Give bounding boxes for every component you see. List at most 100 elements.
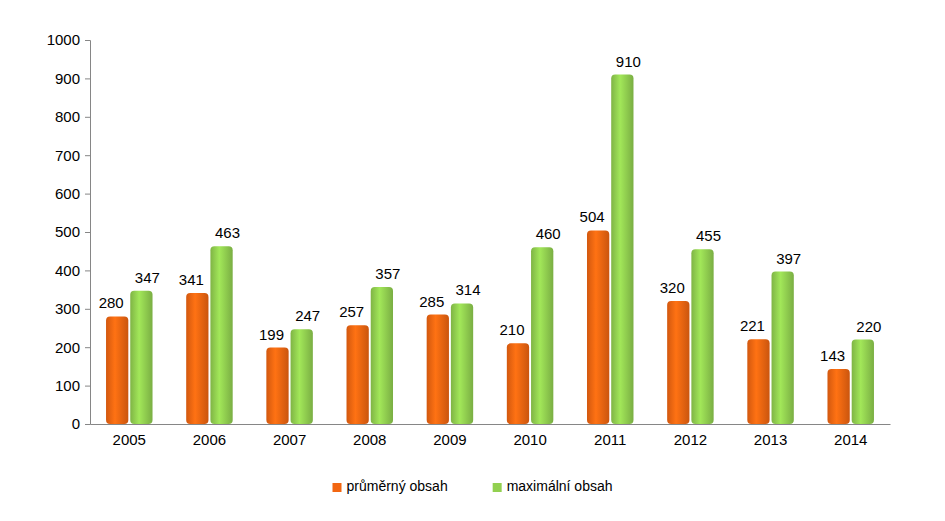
- data-label: 455: [696, 227, 721, 244]
- x-tick: 2009: [433, 431, 466, 448]
- data-label: 285: [419, 293, 444, 310]
- plot: 0 100 200 300 400 500 600 700 800 900 1000 2005 2006…: [47, 31, 891, 447]
- bar: [371, 287, 393, 424]
- data-label: 247: [295, 307, 320, 324]
- legend-swatch: [493, 483, 502, 492]
- y-axis: 0 100 200 300 400 500 600 700 800 900 1000: [47, 31, 91, 432]
- data-label: 910: [616, 53, 641, 70]
- y-tick-label: 900: [55, 70, 80, 87]
- y-tick-label: 200: [55, 339, 80, 356]
- y-tick-mark: [85, 194, 90, 195]
- legend: průměrný obsah maximální obsah: [333, 478, 613, 494]
- legend-swatch: [333, 483, 342, 492]
- x-tick-label: 2010: [513, 431, 546, 448]
- y-tick-mark: [85, 232, 90, 233]
- y-tick: 100: [55, 377, 90, 394]
- y-tick-mark: [85, 270, 90, 271]
- x-tick-label: 2013: [754, 431, 787, 448]
- data-label: 463: [215, 224, 240, 241]
- y-tick-mark: [85, 40, 90, 41]
- data-labels: 2803411992572852105043202211433474632473…: [99, 53, 882, 365]
- data-label: 221: [740, 317, 765, 334]
- y-tick-label: 100: [55, 377, 80, 394]
- x-tick-label: 2011: [594, 431, 626, 448]
- y-tick: 900: [55, 70, 90, 87]
- bar: [451, 303, 473, 424]
- y-tick-label: 1000: [47, 31, 80, 48]
- y-tick: 0: [72, 415, 90, 432]
- y-tick: 600: [55, 185, 90, 202]
- bar: [587, 230, 609, 424]
- bar: [106, 316, 128, 424]
- y-tick-mark: [85, 78, 90, 79]
- data-label: 504: [580, 208, 605, 225]
- y-tick-label: 700: [55, 147, 80, 164]
- x-tick-label: 2009: [433, 431, 466, 448]
- y-tick: 300: [55, 300, 90, 317]
- bar: [772, 272, 794, 424]
- x-tick: 2005: [113, 431, 146, 448]
- x-tick: 2014: [834, 431, 867, 448]
- legend-item: maximální obsah: [493, 478, 613, 494]
- bar: [266, 348, 288, 424]
- data-label: 199: [259, 326, 284, 343]
- legend-item: průměrný obsah: [333, 478, 448, 494]
- x-tick-label: 2007: [273, 431, 306, 448]
- x-tick: 2006: [193, 431, 226, 448]
- x-tick-label: 2014: [834, 431, 867, 448]
- y-tick-label: 400: [55, 262, 80, 279]
- data-label: 397: [776, 250, 801, 267]
- bar: [827, 369, 849, 424]
- series: [106, 230, 850, 424]
- data-label: 220: [856, 318, 881, 335]
- bar: [186, 293, 208, 424]
- y-tick-label: 600: [55, 185, 80, 202]
- bar: [427, 315, 449, 424]
- x-tick: 2012: [674, 431, 707, 448]
- y-tick-mark: [85, 347, 90, 348]
- bar: [531, 247, 553, 424]
- y-tick: 1000: [47, 31, 90, 48]
- y-tick-label: 300: [55, 300, 80, 317]
- y-tick: 400: [55, 262, 90, 279]
- x-tick: 2008: [353, 431, 386, 448]
- bar: [852, 340, 874, 424]
- x-axis: 2005 2006 2007 2008 2009 2010 2011 2012 2013 2014: [91, 425, 891, 448]
- bar: [291, 329, 313, 424]
- y-tick-label: 500: [55, 223, 80, 240]
- x-tick: 2010: [513, 431, 546, 448]
- x-tick: 2011: [594, 431, 626, 448]
- chart: 0 100 200 300 400 500 600 700 800 900 1000 2005 2006…: [0, 0, 945, 521]
- data-label: 257: [339, 303, 364, 320]
- y-tick-mark: [85, 424, 90, 425]
- data-label: 280: [99, 294, 124, 311]
- data-label: 210: [499, 321, 524, 338]
- x-tick: 2007: [273, 431, 306, 448]
- series: [130, 75, 874, 424]
- data-label: 143: [820, 347, 845, 364]
- x-axis-line: [91, 424, 891, 425]
- data-label: 357: [375, 265, 400, 282]
- y-tick-label: 800: [55, 108, 80, 125]
- bar: [210, 246, 232, 424]
- y-tick-mark: [85, 386, 90, 387]
- legend-label: maximální obsah: [507, 478, 613, 494]
- bar: [611, 75, 633, 424]
- x-tick: 2013: [754, 431, 787, 448]
- x-tick-label: 2012: [674, 431, 707, 448]
- bar: [130, 291, 152, 424]
- data-label: 460: [536, 225, 561, 242]
- bars: [106, 75, 874, 424]
- data-label: 320: [660, 279, 685, 296]
- y-tick-label: 0: [72, 415, 80, 432]
- bar: [747, 339, 769, 424]
- bar: [667, 301, 689, 424]
- bar: [691, 249, 713, 424]
- bar: [507, 343, 529, 424]
- y-tick-mark: [85, 309, 90, 310]
- y-tick: 500: [55, 223, 90, 240]
- y-tick-mark: [85, 117, 90, 118]
- bar: [347, 325, 369, 424]
- y-tick: 700: [55, 147, 90, 164]
- data-label: 314: [456, 281, 481, 298]
